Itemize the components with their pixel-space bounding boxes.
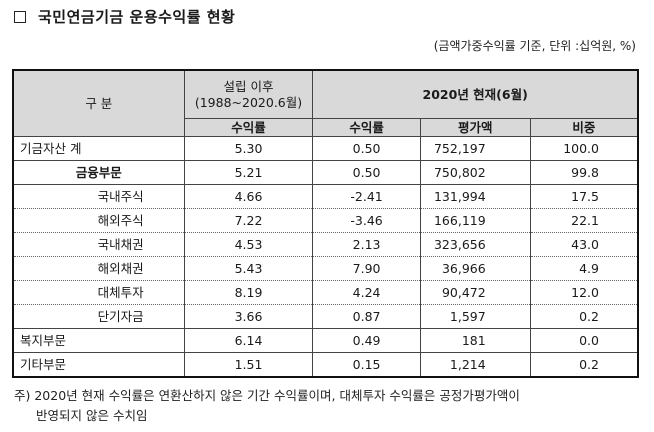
current-return-cell: 0.50 [312, 136, 421, 161]
valuation-cell: 323,656 [419, 232, 531, 257]
valuation-cell: 181 [419, 328, 531, 353]
footnote-line2: 반영되지 않은 수치임 [36, 408, 148, 423]
current-return-cell: -3.46 [312, 208, 421, 233]
valuation-cell: 752,197 [419, 136, 531, 161]
table-row: 단기자금 3.66 0.87 1,597 0.2 [12, 304, 639, 329]
weight-cell: 0.0 [529, 328, 639, 353]
weight-cell: 17.5 [529, 184, 639, 209]
table-row: 기금자산 계 5.30 0.50 752,197 100.0 [12, 136, 639, 161]
weight-cell: 100.0 [529, 136, 639, 161]
checkbox-square-icon [14, 10, 26, 23]
row-label: 국내주식 [12, 184, 185, 209]
current-return-cell: -2.41 [312, 184, 421, 209]
header-since-inception: 설립 이후 (1988~2020.6월) [183, 69, 314, 119]
since-return-cell: 5.21 [183, 160, 314, 185]
weight-cell: 22.1 [529, 208, 639, 233]
valuation-cell: 36,966 [419, 256, 531, 281]
table-row: 기타부문 1.51 0.15 1,214 0.2 [12, 352, 639, 378]
since-return-cell: 7.22 [183, 208, 314, 233]
since-return-cell: 5.30 [183, 136, 314, 161]
table-row: 복지부문 6.14 0.49 181 0.0 [12, 328, 639, 353]
current-return-cell: 0.49 [312, 328, 421, 353]
table-row: 대체투자 8.19 4.24 90,472 12.0 [12, 280, 639, 305]
since-return-cell: 4.66 [183, 184, 314, 209]
page-title: 국민연금기금 운용수익률 현황 [12, 6, 235, 27]
table-row: 금융부문 5.21 0.50 750,802 99.8 [12, 160, 639, 185]
current-return-cell: 0.15 [312, 352, 421, 378]
row-label: 금융부문 [12, 160, 185, 185]
weight-cell: 4.9 [529, 256, 639, 281]
since-return-cell: 4.53 [183, 232, 314, 257]
row-label: 단기자금 [12, 304, 185, 329]
table-row: 국내채권 4.53 2.13 323,656 43.0 [12, 232, 639, 257]
row-label: 기타부문 [12, 352, 185, 378]
current-return-cell: 0.87 [312, 304, 421, 329]
valuation-cell: 1,214 [419, 352, 531, 378]
weight-cell: 43.0 [529, 232, 639, 257]
unit-note: (금액가중수익률 기준, 단위 :십억원, %) [433, 39, 636, 53]
header-current-return: 수익률 [312, 118, 421, 137]
valuation-cell: 750,802 [419, 160, 531, 185]
since-return-cell: 8.19 [183, 280, 314, 305]
row-label: 국내채권 [12, 232, 185, 257]
header-current-2020: 2020년 현재(6월) [312, 69, 639, 119]
table-row: 국내주식 4.66 -2.41 131,994 17.5 [12, 184, 639, 209]
valuation-cell: 1,597 [419, 304, 531, 329]
row-label: 기금자산 계 [12, 136, 185, 161]
since-return-cell: 3.66 [183, 304, 314, 329]
current-return-cell: 4.24 [312, 280, 421, 305]
row-label: 해외주식 [12, 208, 185, 233]
weight-cell: 12.0 [529, 280, 639, 305]
since-return-cell: 1.51 [183, 352, 314, 378]
since-return-cell: 6.14 [183, 328, 314, 353]
header-valuation: 평가액 [419, 118, 531, 137]
fund-return-table: 구 분 설립 이후 (1988~2020.6월) 2020년 현재(6월) 수익… [12, 69, 639, 378]
since-return-cell: 5.43 [183, 256, 314, 281]
row-label: 복지부문 [12, 328, 185, 353]
header-since-return: 수익률 [183, 118, 314, 137]
header-since-inception-line2: (1988~2020.6월) [194, 94, 303, 110]
valuation-cell: 166,119 [419, 208, 531, 233]
footnote-line1: 주) 2020년 현재 수익률은 연환산하지 않은 기간 수익률이며, 대체투자… [14, 388, 520, 403]
title-text: 국민연금기금 운용수익률 현황 [38, 8, 236, 26]
current-return-cell: 0.50 [312, 160, 421, 185]
row-label: 해외채권 [12, 256, 185, 281]
table-row: 해외채권 5.43 7.90 36,966 4.9 [12, 256, 639, 281]
current-return-cell: 7.90 [312, 256, 421, 281]
header-since-inception-line1: 설립 이후 [223, 78, 274, 94]
weight-cell: 0.2 [529, 352, 639, 378]
row-label: 대체투자 [12, 280, 185, 305]
current-return-cell: 2.13 [312, 232, 421, 257]
header-weight: 비중 [529, 118, 639, 137]
table-row: 해외주식 7.22 -3.46 166,119 22.1 [12, 208, 639, 233]
valuation-cell: 90,472 [419, 280, 531, 305]
footnote: 주) 2020년 현재 수익률은 연환산하지 않은 기간 수익률이며, 대체투자… [14, 386, 644, 426]
weight-cell: 0.2 [529, 304, 639, 329]
header-category: 구 분 [12, 69, 185, 137]
valuation-cell: 131,994 [419, 184, 531, 209]
weight-cell: 99.8 [529, 160, 639, 185]
